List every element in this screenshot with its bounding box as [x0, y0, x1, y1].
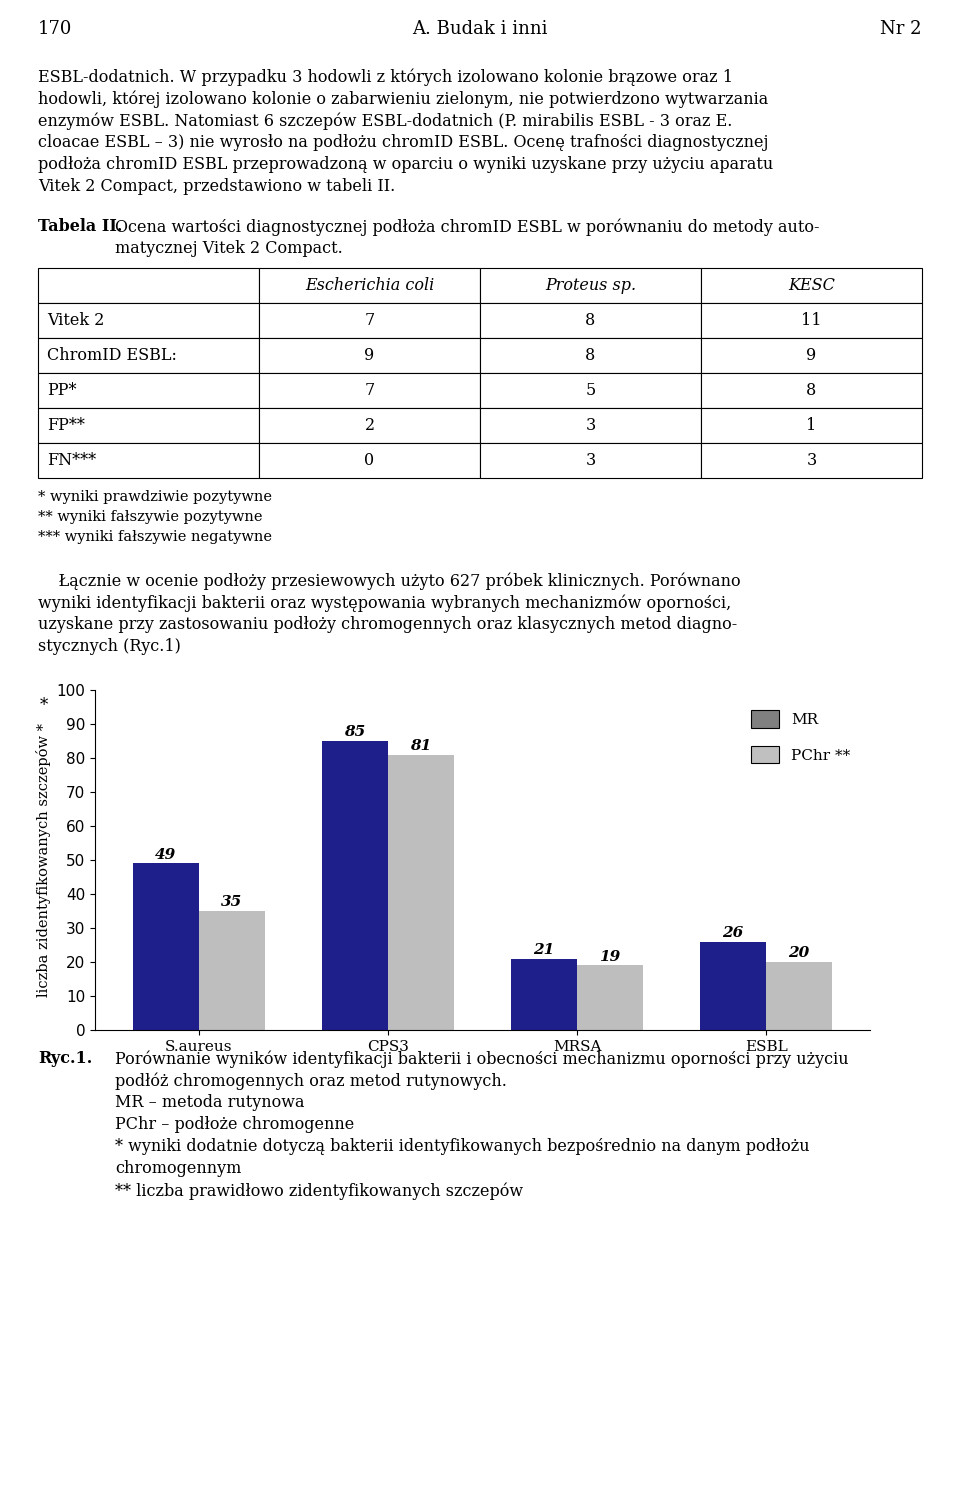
Text: matycznej Vitek 2 Compact.: matycznej Vitek 2 Compact. — [115, 240, 343, 258]
Text: podłoża chromID ESBL przeprowadzoną w oparciu o wyniki uzyskane przy użyciu apar: podłoża chromID ESBL przeprowadzoną w op… — [38, 156, 773, 172]
Text: enzymów ESBL. Natomiast 6 szczepów ESBL-dodatnich (P. mirabilis ESBL - 3 oraz E.: enzymów ESBL. Natomiast 6 szczepów ESBL-… — [38, 112, 732, 129]
Text: 170: 170 — [38, 19, 72, 37]
Text: 35: 35 — [222, 896, 243, 909]
Text: Ocena wartości diagnostycznej podłoża chromID ESBL w porównaniu do metody auto-: Ocena wartości diagnostycznej podłoża ch… — [115, 219, 820, 235]
Y-axis label: liczba zidentyfikowanych szczepów *: liczba zidentyfikowanych szczepów * — [36, 724, 51, 998]
Text: ** liczba prawidłowo zidentyfikowanych szczepów: ** liczba prawidłowo zidentyfikowanych s… — [115, 1182, 523, 1200]
Text: PChr – podłoże chromogenne: PChr – podłoże chromogenne — [115, 1116, 354, 1132]
Bar — [388, 755, 454, 1031]
Text: 19: 19 — [599, 950, 621, 963]
Text: Porównanie wyników identyfikacji bakterii i obecności mechanizmu oporności przy : Porównanie wyników identyfikacji bakteri… — [115, 1050, 849, 1068]
Text: cloacae ESBL – 3) nie wyrosło na podłożu chromID ESBL. Ocenę trafności diagnosty: cloacae ESBL – 3) nie wyrosło na podłożu… — [38, 133, 769, 151]
Text: Ryc.1.: Ryc.1. — [38, 1050, 92, 1067]
Text: 85: 85 — [345, 725, 366, 740]
Text: podłóż chromogennych oraz metod rutynowych.: podłóż chromogennych oraz metod rutynowy… — [115, 1073, 507, 1089]
Text: MR – metoda rutynowa: MR – metoda rutynowa — [115, 1094, 304, 1112]
Bar — [766, 962, 832, 1031]
Text: Vitek 2 Compact, przedstawiono w tabeli II.: Vitek 2 Compact, przedstawiono w tabeli … — [38, 178, 396, 195]
Bar — [322, 742, 388, 1031]
Text: Łącznie w ocenie podłoży przesiewowych użyto 627 próbek klinicznych. Porównano: Łącznie w ocenie podłoży przesiewowych u… — [38, 572, 740, 590]
Text: 49: 49 — [156, 848, 177, 861]
Bar — [511, 959, 577, 1031]
Bar — [700, 942, 766, 1031]
Text: chromogennym: chromogennym — [115, 1159, 241, 1177]
Bar — [132, 863, 199, 1031]
Text: * wyniki dodatnie dotyczą bakterii identyfikowanych bezpośrednio na danym podłoż: * wyniki dodatnie dotyczą bakterii ident… — [115, 1138, 809, 1155]
Text: 20: 20 — [788, 947, 809, 960]
Text: Nr 2: Nr 2 — [880, 19, 922, 37]
Text: * wyniki prawdziwie pozytywne: * wyniki prawdziwie pozytywne — [38, 490, 272, 503]
Text: A. Budak i inni: A. Budak i inni — [412, 19, 548, 37]
Text: uzyskane przy zastosowaniu podłoży chromogennych oraz klasycznych metod diagno-: uzyskane przy zastosowaniu podłoży chrom… — [38, 616, 737, 634]
Text: 21: 21 — [534, 942, 555, 957]
Bar — [577, 965, 643, 1031]
Legend: MR, PChr **: MR, PChr ** — [739, 698, 862, 776]
Text: 26: 26 — [722, 926, 744, 939]
Text: 81: 81 — [411, 739, 432, 753]
Bar — [199, 911, 265, 1031]
Text: *** wyniki fałszywie negatywne: *** wyniki fałszywie negatywne — [38, 530, 272, 544]
Text: ESBL-dodatnich. W przypadku 3 hodowli z których izolowano kolonie brązowe oraz 1: ESBL-dodatnich. W przypadku 3 hodowli z … — [38, 67, 733, 85]
Text: wyniki identyfikacji bakterii oraz występowania wybranych mechanizmów oporności,: wyniki identyfikacji bakterii oraz wystę… — [38, 595, 732, 611]
Text: ** wyniki fałszywie pozytywne: ** wyniki fałszywie pozytywne — [38, 509, 262, 524]
Text: *: * — [40, 697, 48, 715]
Text: hodowli, której izolowano kolonie o zabarwieniu zielonym, nie potwierdzono wytwa: hodowli, której izolowano kolonie o zaba… — [38, 90, 768, 108]
Text: Tabela II.: Tabela II. — [38, 219, 122, 235]
Text: stycznych (Ryc.1): stycznych (Ryc.1) — [38, 638, 180, 655]
